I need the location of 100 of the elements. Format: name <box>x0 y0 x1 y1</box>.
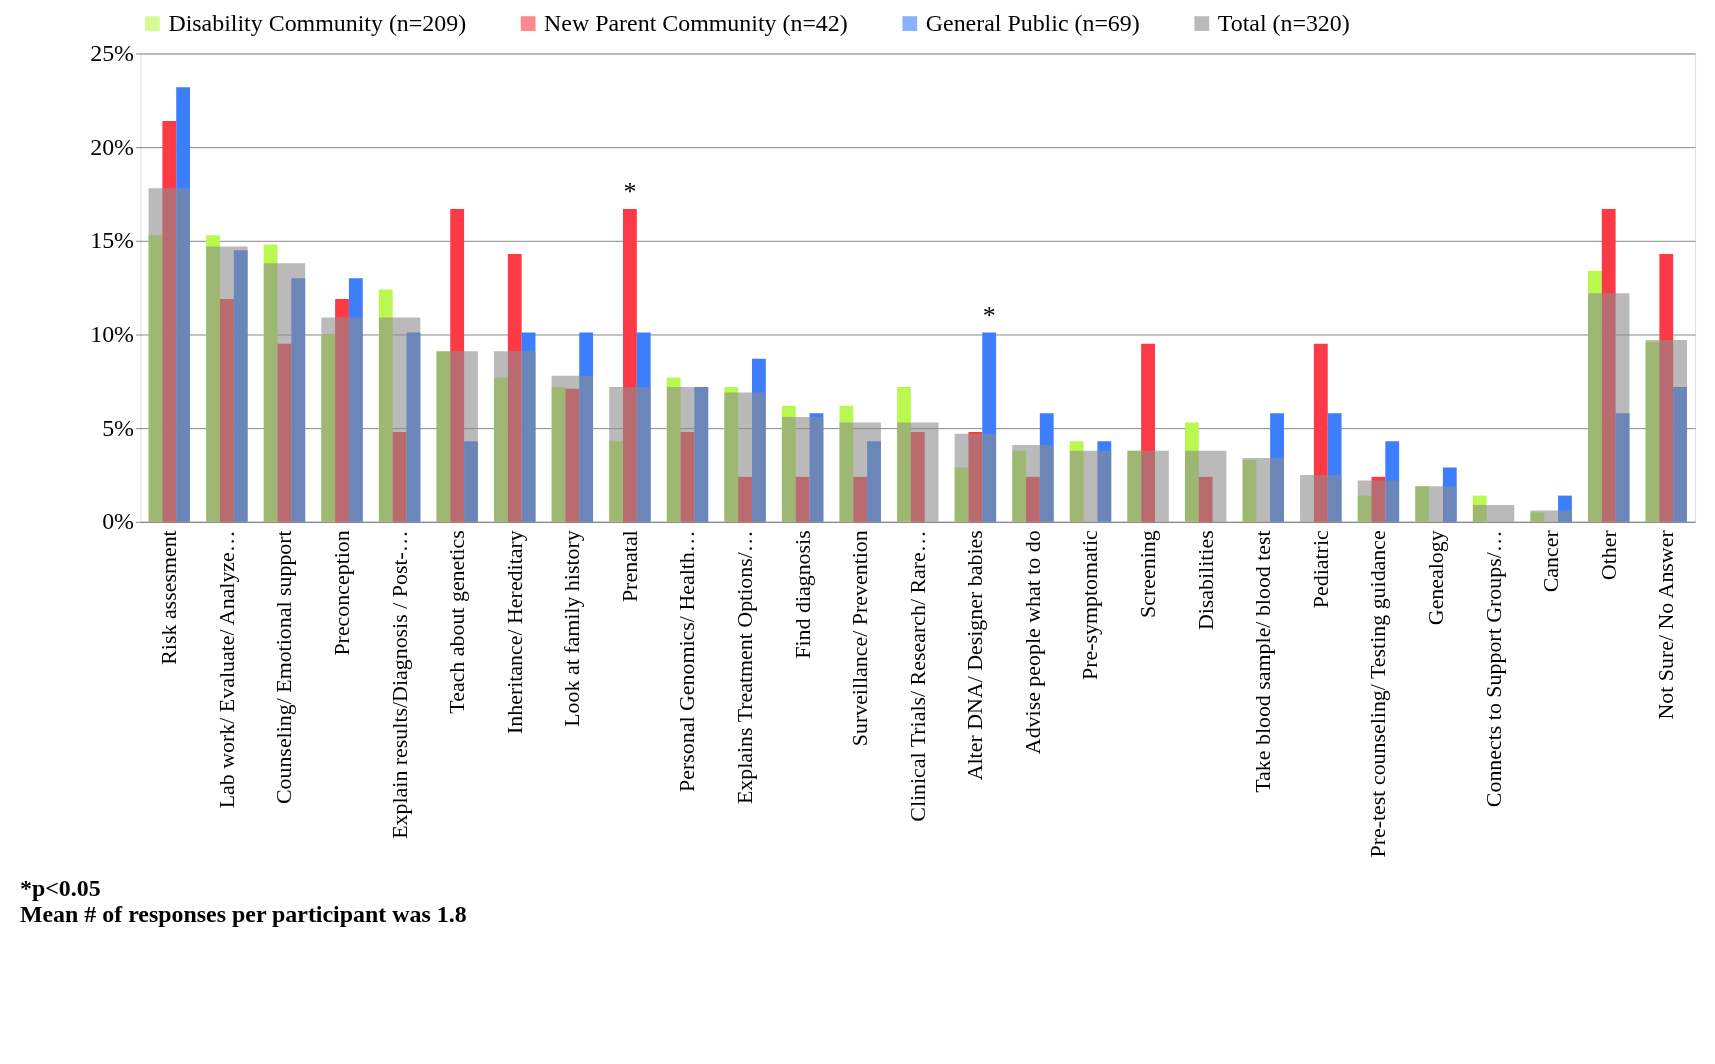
bar <box>1242 458 1284 522</box>
bar <box>206 246 248 522</box>
bar <box>1530 512 1545 522</box>
bar <box>809 413 824 522</box>
bar <box>968 431 983 522</box>
bar <box>1327 413 1342 522</box>
x-tick-label: Connects to Support Groups/… <box>1480 530 1506 808</box>
x-tick-label: Pre-symptomatic <box>1077 530 1103 680</box>
bar <box>321 334 336 522</box>
x-tick-label: Explains Treatment Options/… <box>732 530 758 805</box>
x-tick-label: Risk assesment <box>156 530 182 665</box>
bar <box>406 332 421 522</box>
bar <box>609 386 651 522</box>
bar <box>233 250 248 522</box>
y-tick-label: 10% <box>90 320 135 347</box>
bar <box>1558 495 1572 522</box>
bar <box>609 441 623 522</box>
bar <box>565 388 580 522</box>
bar <box>263 244 278 522</box>
bar <box>694 386 709 522</box>
bar <box>378 289 393 522</box>
bar <box>277 343 292 522</box>
x-tick-label: Screening <box>1135 530 1161 618</box>
x-tick-label: Find diagnosis <box>789 530 815 659</box>
text: *p<0.05 <box>19 875 101 902</box>
bar <box>321 317 363 522</box>
bar <box>392 431 407 522</box>
bar <box>1270 413 1284 522</box>
bar <box>853 476 868 522</box>
bar <box>1184 450 1227 522</box>
bar <box>751 358 766 522</box>
bar <box>176 87 191 522</box>
bar <box>1026 476 1040 522</box>
data-label: * <box>982 300 996 330</box>
x-tick-label: Not Sure/ No Answer <box>1653 529 1679 720</box>
y-tick-label: 0% <box>102 508 135 535</box>
bar <box>1615 413 1630 522</box>
bar <box>1069 441 1084 522</box>
x-tick-label: Inheritance/ Hereditary <box>501 530 527 735</box>
bar <box>162 120 177 522</box>
x-tick-label: Genealogy <box>1422 530 1448 626</box>
bar <box>1587 293 1630 522</box>
bar <box>666 386 709 522</box>
bar <box>1039 413 1054 522</box>
bar <box>1645 340 1688 522</box>
bar <box>1357 480 1400 522</box>
bar <box>436 351 478 522</box>
bar <box>206 235 220 522</box>
bar <box>335 298 349 522</box>
bar <box>724 392 766 522</box>
bar <box>521 332 536 522</box>
bar <box>867 441 881 522</box>
x-tick-label: Alter DNA/ Designer babies <box>962 530 988 781</box>
x-tick-label: Lab work/ Evaluate/ Analyze… <box>213 530 239 809</box>
bar <box>507 253 522 522</box>
x-tick-label: Preconception <box>329 530 354 656</box>
legend-label: General Public (n=69) <box>925 9 1140 36</box>
bar <box>1530 510 1572 522</box>
bar <box>1472 504 1515 522</box>
bar <box>1069 450 1112 522</box>
text: Mean # of responses per participant was 1.8 <box>19 901 467 928</box>
x-tick-label: Advise people what to do <box>1019 530 1045 755</box>
y-tick-label: 20% <box>90 133 135 160</box>
bar <box>1357 495 1372 522</box>
bar <box>1012 445 1054 522</box>
bar <box>680 431 695 522</box>
bar <box>1645 341 1660 522</box>
bar <box>910 431 925 522</box>
bar <box>263 263 306 522</box>
bar <box>219 298 234 522</box>
bar <box>1415 486 1430 522</box>
x-tick-label: Clinical Trials/ Research/ Rare… <box>904 530 930 822</box>
bar <box>1127 450 1169 522</box>
bar <box>897 386 911 522</box>
bar <box>839 405 854 522</box>
bar <box>1442 467 1457 522</box>
y-tick-label: 5% <box>102 414 135 441</box>
bar <box>1097 441 1112 522</box>
bar <box>781 405 796 522</box>
x-tick-label: Surveillance/ Prevention <box>847 530 873 747</box>
bar <box>348 278 363 522</box>
bar <box>954 467 969 522</box>
bar <box>795 476 810 522</box>
bar <box>1198 476 1213 522</box>
x-tick-label: Pre-test counseling/ Testing guidance <box>1365 530 1391 858</box>
y-tick-label: 25% <box>90 39 135 66</box>
legend-label: Total (n=320) <box>1217 9 1350 36</box>
bar <box>724 386 739 522</box>
data-label: * <box>623 176 637 206</box>
bar <box>1659 253 1674 522</box>
bar <box>1472 495 1487 522</box>
bar <box>494 351 536 522</box>
legend-label: New Parent Community (n=42) <box>544 9 848 36</box>
bar <box>1371 476 1386 522</box>
bar <box>551 375 594 522</box>
bar <box>897 422 939 522</box>
bar <box>954 433 997 522</box>
bar <box>378 317 421 522</box>
bar <box>1012 450 1027 522</box>
bar <box>623 208 637 522</box>
